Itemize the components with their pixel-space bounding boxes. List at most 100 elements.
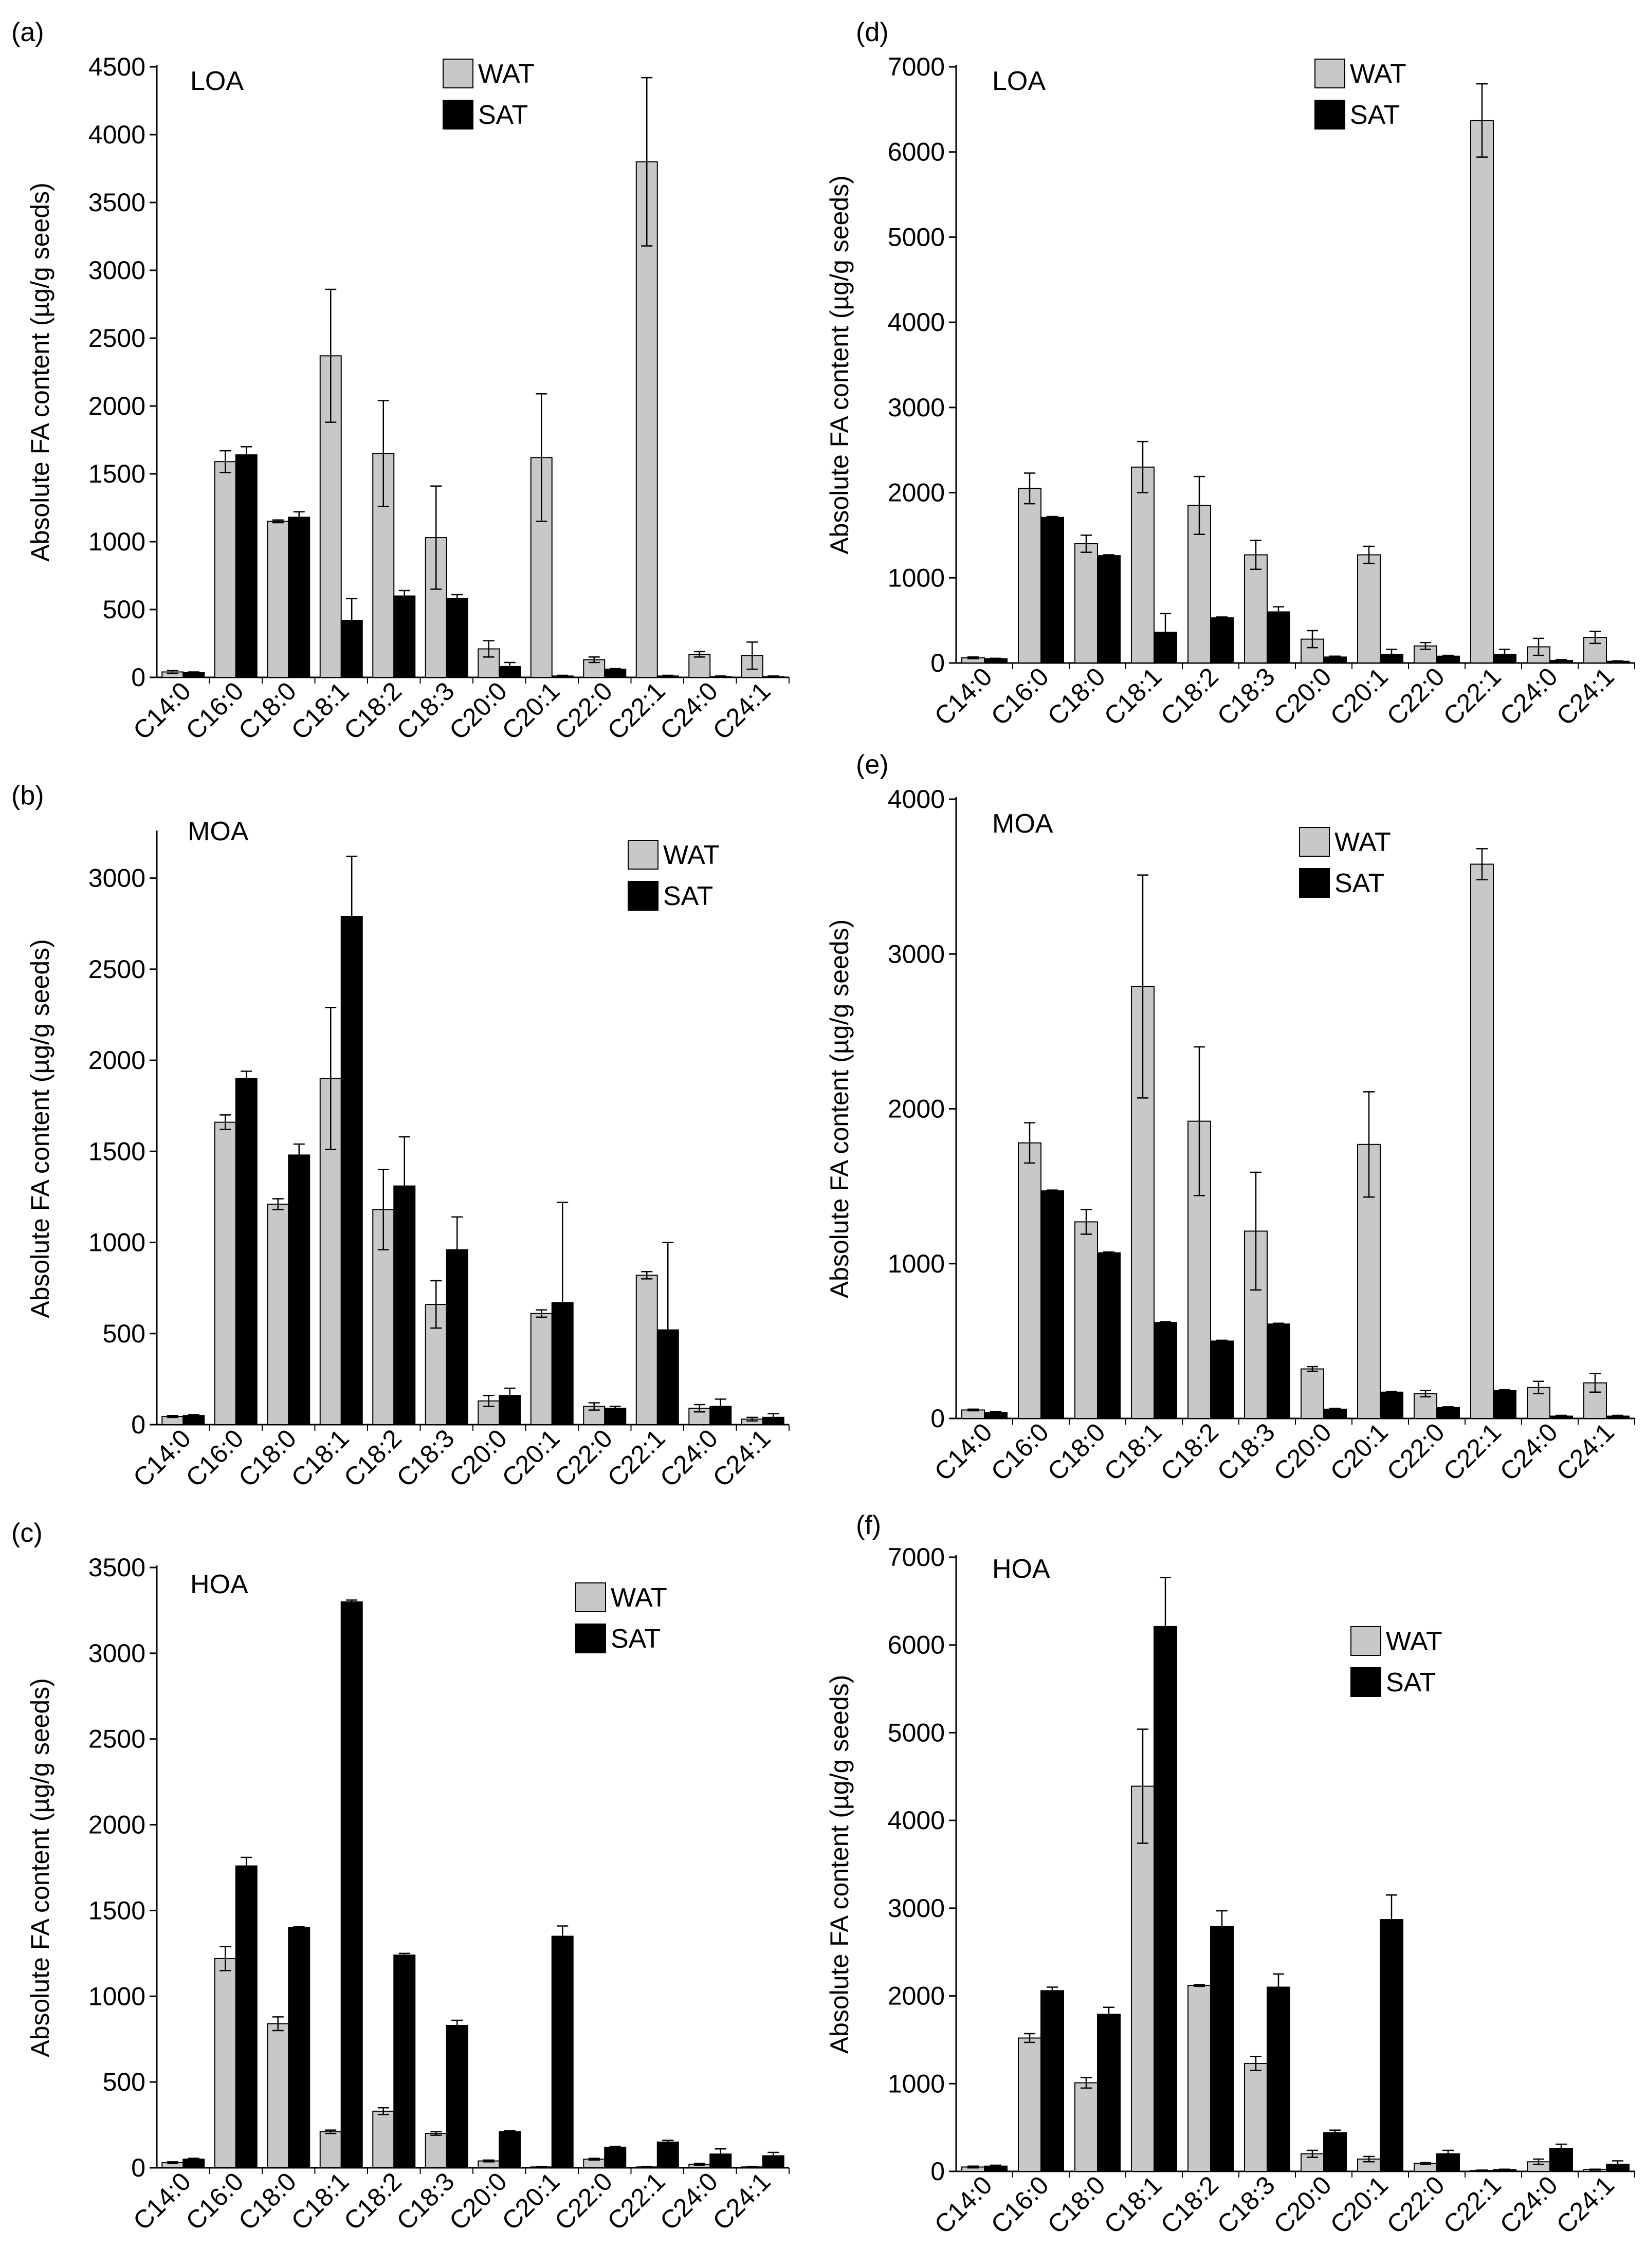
y-tick-label: 5000 [888,1718,945,1747]
x-tick-label: C24:0 [654,676,723,745]
x-tick-label: C16:0 [180,2167,249,2236]
y-tick-label: 2500 [88,955,145,984]
y-tick-label: 0 [131,663,145,692]
x-tick-label: C24:0 [654,2167,723,2236]
x-tick-label: C22:1 [602,2167,671,2236]
y-tick-label: 2000 [888,478,945,507]
x-tick-label: C24:1 [1551,2170,1620,2239]
bar-wat [1470,120,1494,663]
x-tick-label: C24:0 [1494,662,1563,731]
x-tick-label: C20:1 [1325,662,1394,731]
y-tick-label: 1000 [88,527,145,556]
bar-sat [1097,1252,1121,1419]
x-tick-label: C24:0 [1494,1417,1563,1486]
y-tick-label: 1500 [88,1896,145,1925]
legend-swatch-wat [1299,827,1330,857]
x-tick-label: C22:1 [1438,2170,1507,2239]
x-tick-label: C18:3 [391,2167,460,2236]
x-tick-label: C22:1 [602,676,671,745]
bar-wat [1074,1221,1098,1419]
x-tick-label: C18:1 [1099,2170,1167,2239]
panel-letter: (d) [856,17,889,47]
x-tick-label: C18:3 [391,1424,460,1492]
x-tick-label: C20:0 [444,1424,513,1492]
legend-label: SAT [611,1624,661,1654]
y-tick-label: 5000 [888,223,945,251]
y-axis-label: Absolute FA content (µg/g seeds) [26,1678,54,2057]
x-tick-label: C20:0 [444,676,513,745]
bar-sat [1210,617,1234,663]
y-axis-label: Absolute FA content (µg/g seeds) [825,919,854,1299]
x-tick-label: C18:0 [1042,2170,1111,2239]
panel-c: (c) HOA 0 500 1000 1500 2000 2500 3000 3500 Absolu… [11,1518,790,2236]
bar-sat [1436,1407,1460,1419]
x-tick-label: C18:0 [233,676,302,745]
x-tick-label: C16:0 [180,676,249,745]
legend-label: SAT [478,100,528,130]
bar-wat [267,2023,289,2168]
bar-wat [214,461,236,678]
legend-swatch-wat [628,840,659,870]
x-tick-label: C22:1 [1438,662,1507,731]
x-tick-label: C22:0 [1381,1417,1450,1486]
panel-b: (b) MOA 0 500 1000 1500 2000 2500 3000 Absolute F… [11,781,790,1492]
bar-sat [288,1154,310,1426]
chart-title: HOA [992,1554,1050,1584]
y-tick-label: 3500 [88,188,145,217]
x-tick-label: C20:0 [1268,1417,1337,1486]
bar-sat [499,2131,521,2168]
y-tick-label: 4000 [88,120,145,149]
legend-swatch-sat [1350,1667,1381,1697]
bar-sat [340,1601,363,2169]
y-tick-label: 0 [131,1410,145,1439]
x-tick-label: C18:2 [338,2167,407,2236]
bar-wat [1357,554,1381,663]
x-tick-label: C20:1 [1325,2170,1394,2239]
legend-swatch-wat [443,59,473,88]
y-tick-label: 2000 [888,1982,945,2011]
y-tick-label: 4000 [888,1806,945,1835]
y-axis-label: Absolute FA content (µg/g seeds) [825,175,854,555]
x-tick-label: C22:0 [549,1424,618,1492]
bar-sat [1154,1626,1177,2172]
x-tick-label: C18:3 [391,676,460,745]
y-tick-label: 0 [930,2157,945,2186]
y-tick-label: 4000 [888,785,945,814]
y-tick-label: 500 [103,1319,145,1348]
y-tick-label: 2500 [88,1725,145,1754]
x-tick-label: C20:1 [1325,1417,1394,1486]
bar-sat [235,1078,258,1426]
bar-wat [635,1275,658,1425]
bar-sat [1040,517,1064,664]
y-tick-label: 1000 [888,563,945,592]
bar-wat [1131,1785,1155,2172]
panel-letter: (a) [11,17,44,47]
y-tick-label: 3000 [888,1894,945,1923]
bar-sat [1267,611,1290,663]
y-axis-label: Absolute FA content (µg/g seeds) [26,182,54,562]
bar-wat [425,2133,447,2169]
y-tick-label: 3000 [888,393,945,422]
panel-letter: (f) [856,1510,881,1540]
y-tick-label: 6000 [888,138,945,167]
chart-title: LOA [992,66,1046,96]
x-tick-label: C18:2 [1155,1417,1224,1486]
bar-sat [1097,555,1121,663]
bar-sat [1154,1322,1177,1419]
bar-wat [1414,1393,1437,1419]
legend-label: WAT [1350,59,1406,89]
x-tick-label: C18:2 [338,1424,407,1492]
x-tick-label: C18:2 [1155,2170,1224,2239]
bar-wat [1244,2063,1268,2172]
bar-wat [214,1121,236,1425]
x-tick-label: C18:0 [233,2167,302,2236]
y-tick-label: 2000 [888,1095,945,1123]
chart-title: HOA [190,1570,248,1599]
bar-sat [1380,1391,1403,1419]
bar-sat [1493,1390,1516,1419]
bar-sat [1267,1986,1290,2172]
bar-sat [446,598,468,678]
y-tick-label: 7000 [888,1543,945,1572]
x-tick-label: C22:0 [1381,662,1450,731]
bar-sat [1040,1190,1064,1419]
